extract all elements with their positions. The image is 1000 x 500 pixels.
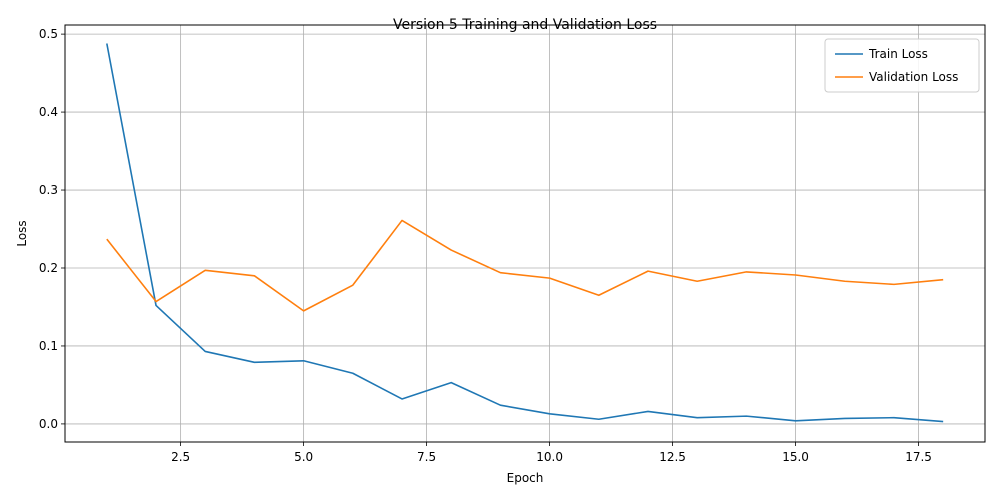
series-lines — [106, 43, 944, 423]
y-tick-label: 0.2 — [39, 261, 58, 275]
plot-frame — [64, 24, 986, 443]
legend-label-validation-loss: Validation Loss — [869, 70, 958, 84]
y-axis-label: Loss — [15, 220, 29, 246]
legend: Train Loss Validation Loss — [824, 38, 980, 93]
x-tick-label: 10.0 — [536, 450, 563, 464]
legend-label-train-loss: Train Loss — [868, 47, 928, 61]
y-tick-label: 0.0 — [39, 417, 58, 431]
y-tick-label: 0.3 — [39, 183, 58, 197]
x-tick-label: 12.5 — [659, 450, 686, 464]
grid — [65, 25, 985, 442]
x-tick-label: 17.5 — [905, 450, 932, 464]
x-tick-label: 5.0 — [294, 450, 313, 464]
series-line-train-loss — [106, 43, 944, 423]
x-axis-label: Epoch — [507, 471, 544, 485]
y-tick-label: 0.4 — [39, 105, 58, 119]
x-tick-label: 15.0 — [782, 450, 809, 464]
y-axis-ticks: 0.0 0.1 0.2 0.3 0.4 0.5 — [39, 27, 65, 431]
legend-box — [824, 38, 980, 93]
x-axis-ticks: 2.5 5.0 7.5 10.0 12.5 15.0 17.5 — [171, 442, 932, 464]
y-tick-label: 0.5 — [39, 27, 58, 41]
series-line-validation-loss — [106, 219, 944, 312]
x-tick-label: 7.5 — [417, 450, 436, 464]
y-tick-label: 0.1 — [39, 339, 58, 353]
x-tick-label: 2.5 — [171, 450, 190, 464]
